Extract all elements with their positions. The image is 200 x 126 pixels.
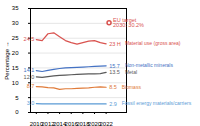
svg-text:24.5: 24.5 <box>24 36 35 42</box>
svg-text:Metal: Metal <box>125 69 137 75</box>
svg-text:Material use (gross area): Material use (gross area) <box>125 40 181 46</box>
svg-text:15.7: 15.7 <box>109 63 120 69</box>
svg-text:20: 20 <box>12 50 19 56</box>
svg-text:14.1: 14.1 <box>24 67 35 73</box>
svg-text:13.5: 13.5 <box>109 69 120 75</box>
svg-text:Biomass: Biomass <box>122 84 142 90</box>
svg-text:3.0: 3.0 <box>27 100 35 106</box>
svg-text:10: 10 <box>12 80 19 86</box>
svg-text:8.5: 8.5 <box>109 84 117 90</box>
svg-text:30: 30 <box>12 20 19 26</box>
svg-text:15: 15 <box>12 65 19 71</box>
svg-text:0: 0 <box>15 109 19 115</box>
svg-text:8.7: 8.7 <box>27 83 35 89</box>
svg-text:2022: 2022 <box>99 121 113 126</box>
svg-text:2.9: 2.9 <box>109 101 117 107</box>
svg-text:Fossil energy materials/carrie: Fossil energy materials/carriers <box>122 100 192 106</box>
svg-text:23 H: 23 H <box>109 41 121 47</box>
svg-text:35: 35 <box>12 5 19 11</box>
svg-text:EU target2030: 30.2%: EU target2030: 30.2% <box>113 17 144 29</box>
svg-text:25: 25 <box>12 35 19 41</box>
svg-text:5: 5 <box>15 95 19 101</box>
svg-text:Non-metallic minerals: Non-metallic minerals <box>125 62 174 68</box>
svg-text:12.0: 12.0 <box>24 74 35 80</box>
svg-text:Percentage →: Percentage → <box>4 41 10 79</box>
